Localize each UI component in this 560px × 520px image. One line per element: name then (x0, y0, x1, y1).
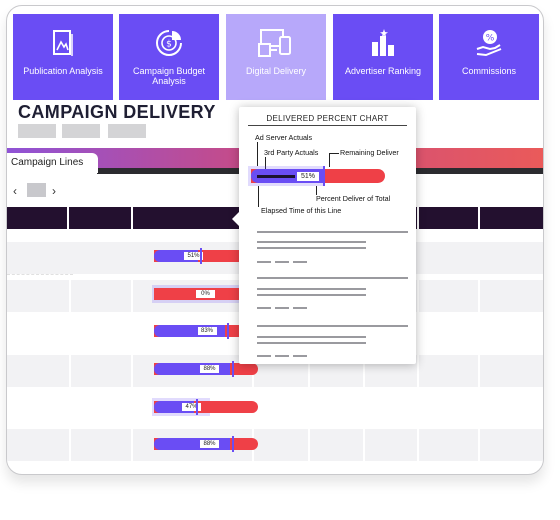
tab-campaign-lines[interactable]: Campaign Lines (7, 153, 98, 173)
popup-title-rule (248, 125, 407, 126)
tile-digital-delivery[interactable]: Digital Delivery (226, 14, 326, 100)
text-placeholder-line (257, 336, 366, 338)
leader-line (258, 186, 259, 207)
text-placeholder-line (257, 231, 408, 233)
text-placeholder-dash (275, 307, 289, 309)
tile-label: Digital Delivery (245, 66, 307, 76)
tile-commissions[interactable]: % Commissions (439, 14, 539, 100)
leader-line (265, 157, 266, 169)
label-elapsed-time: Elapsed Time of this Line (261, 206, 342, 215)
column-divider (131, 280, 133, 312)
column-divider (363, 429, 365, 461)
tile-label: Publication Analysis (23, 66, 103, 76)
tile-label: Advertiser Ranking (344, 66, 422, 76)
publication-analysis-icon (51, 28, 75, 58)
third-party-bar (257, 175, 295, 178)
popup-title: DELIVERED PERCENT CHART (266, 114, 389, 123)
percent-label: 0% (196, 290, 215, 298)
elapsed-marker (200, 248, 202, 264)
label-percent-deliver-total: Percent Deliver of Total (316, 194, 391, 203)
percent-label: 83% (197, 327, 217, 335)
column-divider (417, 280, 419, 312)
page-title: CAMPAIGN DELIVERY (18, 102, 216, 122)
text-placeholder-dash (257, 355, 271, 357)
column-divider (69, 280, 71, 312)
column-divider (417, 429, 419, 461)
placeholder-filter[interactable] (18, 124, 56, 138)
text-placeholder-dash (275, 261, 289, 263)
column-divider (417, 355, 419, 387)
column-divider (478, 355, 480, 387)
column-divider (308, 355, 310, 387)
svg-text:%: % (486, 34, 495, 44)
text-placeholder-line (257, 241, 366, 243)
percent-label: 47% (182, 403, 201, 411)
campaign-budget-icon: $ (154, 28, 184, 58)
elapsed-marker (323, 166, 325, 186)
text-placeholder-dash (293, 261, 307, 263)
label-remaining-deliver: Remaining Deliver (340, 148, 399, 157)
column-divider (131, 207, 133, 229)
app-window: Publication Analysis $ Campaign Budget A… (6, 5, 544, 475)
digital-delivery-icon (258, 28, 294, 58)
placeholder-filter[interactable] (62, 124, 100, 138)
table-row[interactable] (7, 429, 543, 461)
pager-next-button[interactable]: › (52, 184, 56, 198)
leader-line (257, 142, 258, 166)
column-divider (69, 355, 71, 387)
label-third-party-actuals: 3rd Party Actuals (264, 148, 319, 157)
elapsed-marker (232, 361, 234, 377)
column-divider (417, 207, 419, 229)
elapsed-marker (227, 323, 229, 339)
leader-line (329, 153, 339, 154)
column-divider (69, 429, 71, 461)
placeholder-filter[interactable] (108, 124, 146, 138)
text-placeholder-line (257, 288, 366, 290)
column-divider (363, 355, 365, 387)
percent-label: 51% (297, 172, 319, 181)
row-divider (7, 274, 73, 275)
delivered-percent-chart-popup: DELIVERED PERCENT CHART Ad Server Actual… (232, 107, 416, 364)
pager-page-box[interactable] (27, 183, 46, 197)
tile-advertiser-ranking[interactable]: Advertiser Ranking (333, 14, 433, 100)
percent-label: 88% (200, 440, 219, 448)
column-divider (67, 207, 69, 229)
elapsed-marker (232, 436, 234, 452)
percent-label: 51% (184, 252, 203, 260)
column-divider (308, 429, 310, 461)
column-divider (131, 355, 133, 387)
text-placeholder-dash (257, 261, 271, 263)
popup-pointer (232, 211, 240, 227)
tile-campaign-budget-analysis[interactable]: $ Campaign Budget Analysis (119, 14, 219, 100)
text-placeholder-dash (293, 307, 307, 309)
text-placeholder-line (257, 342, 366, 344)
percent-label: 88% (200, 365, 219, 373)
leader-line (316, 186, 317, 195)
text-placeholder-dash (257, 307, 271, 309)
svg-text:$: $ (166, 40, 172, 50)
commissions-icon: % (474, 28, 504, 58)
text-placeholder-dash (293, 355, 307, 357)
advertiser-ranking-icon (368, 28, 398, 58)
text-placeholder-line (257, 325, 408, 327)
text-placeholder-dash (275, 355, 289, 357)
tile-label: Commissions (461, 66, 516, 76)
pager-prev-button[interactable]: ‹ (13, 184, 17, 198)
column-divider (478, 429, 480, 461)
text-placeholder-line (257, 294, 366, 296)
text-placeholder-line (257, 277, 408, 279)
column-divider (131, 429, 133, 461)
tile-publication-analysis[interactable]: Publication Analysis (13, 14, 113, 100)
report-tiles: Publication Analysis $ Campaign Budget A… (13, 14, 539, 100)
column-divider (478, 280, 480, 312)
elapsed-marker (196, 399, 198, 415)
tile-label: Campaign Budget Analysis (132, 66, 206, 86)
text-placeholder-line (257, 247, 366, 249)
label-ad-server-actuals: Ad Server Actuals (255, 133, 313, 142)
column-divider (478, 207, 480, 229)
leader-line (329, 153, 330, 167)
